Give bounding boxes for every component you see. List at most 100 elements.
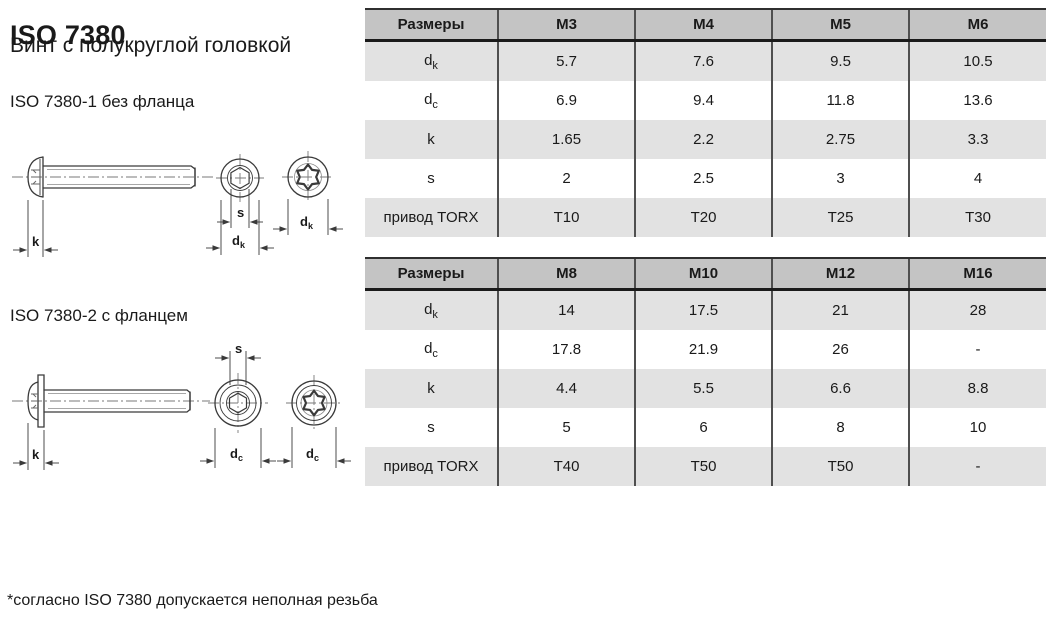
s-dim-label: s [237,205,244,220]
s-dim-label: s [235,341,242,356]
table-cell: T30 [908,198,1046,237]
page-title: ISO 7380 [10,20,126,51]
row-label: s [427,170,435,187]
table-cell: 17.8 [497,330,635,369]
dimensions-table-m3-m6: Размеры M3 M4 M5 M6 dk 5.7 7.6 9.5 10.5 dc 6.9 9.4 1… [365,8,1046,237]
table-cell: 9.4 [634,81,772,120]
screw-hex-socket-front-view: s d k [206,154,274,255]
table-cell: 10.5 [908,40,1046,81]
table-cell: T10 [497,198,635,237]
table-cell: 10 [908,408,1046,447]
table-cell: T25 [771,198,909,237]
table-cell: T40 [497,447,635,486]
table-row: k 1.65 2.2 2.75 3.3 [365,120,1046,159]
table-row: привод TORX T10 T20 T25 T30 [365,198,1046,237]
row-label: привод TORX [365,198,498,237]
table-cell: 11.8 [771,81,909,120]
table-cell: 7.6 [634,40,772,81]
table-header-cell: M12 [771,257,909,291]
table-cell: 6 [634,408,772,447]
row-label: k [365,369,498,408]
section-label-iso7380-1: ISO 7380-1 без фланца [10,92,195,111]
dc-dim-label-base: d [230,446,238,461]
table-cell: 17.5 [634,289,772,330]
table-cell: 5.5 [634,369,772,408]
table-header-cell: M16 [908,257,1046,291]
row-label: dk [365,40,498,81]
screw-hex-socket-front-view-flanged: s d c [200,341,276,468]
table-cell: 2.2 [634,120,772,159]
table-header-cell: Размеры [365,8,498,42]
dimension-dc: d c [277,427,351,468]
dimension-k: k [13,200,58,257]
k-dim-label: k [32,234,40,249]
table-cell: 9.5 [771,40,909,81]
dimension-dk: d k [206,200,274,255]
dimension-dc: d c [200,428,276,468]
dc-dim-label-base: d [306,446,314,461]
table-cell: 5 [497,408,635,447]
footnote: *согласно ISO 7380 допускается неполная … [7,592,378,609]
table-cell: 1.65 [497,120,635,159]
table-header-cell: M6 [908,8,1046,42]
table-row: dc 17.8 21.9 26- [365,330,1046,369]
dk-dim-label-sub: k [308,221,314,231]
table-cell: 8 [771,408,909,447]
table-cell: T50 [771,447,909,486]
table-row: dc 6.9 9.4 11.8 13.6 [365,81,1046,120]
table-row: k 4.4 5.5 6.6 8.8 [365,369,1046,408]
table-cell: 4 [908,159,1046,198]
technical-drawing-iso7380-1: k s d k [12,151,343,257]
table-header-cell: M8 [497,257,635,291]
table-header-cell: M4 [634,8,772,42]
dimension-k: k [13,423,59,470]
table-header-cell: M10 [634,257,772,291]
table-cell: 26 [771,330,909,369]
row-label: dc [424,339,438,360]
screw-torx-front-view-flanged: d c [277,375,351,468]
page-subtitle: Винт с полукруглой головкой [10,34,292,57]
table-cell: 28 [908,289,1046,330]
table: Размеры M8 M10 M12 M16 dk 14 17.5 21 28 dc 17.8 21.… [365,257,1046,486]
table-cell: - [908,330,1046,369]
table-cell: 21 [771,289,909,330]
dc-dim-label-sub: c [314,453,319,463]
section-label-iso7380-2: ISO 7380-2 с фланцем [10,306,188,325]
screw-side-view: k [12,156,213,257]
row-label: dc [424,90,438,111]
table-cell: 14 [497,289,635,330]
table-row: s 2 2.5 3 4 [365,159,1046,198]
table-row: dk 5.7 7.6 9.5 10.5 [365,40,1046,81]
table-cell: 2.5 [634,159,772,198]
table-cell: 4.4 [497,369,635,408]
table-cell: 13.6 [908,81,1046,120]
screw-side-view-flanged: k [12,374,210,470]
technical-drawing-iso7380-2: k s d c [12,341,351,470]
row-label: dk [365,289,498,330]
table-header-cell: M5 [771,8,909,42]
dimension-s: s [217,189,263,228]
table-header-cell: M3 [497,8,635,42]
dc-dim-label-sub: c [238,453,243,463]
dimensions-table-m8-m16: Размеры M8 M10 M12 M16 dk 14 17.5 21 28 dc 17.8 21.… [365,257,1046,486]
table-row: привод TORX T40 T50 T50- [365,447,1046,486]
table-cell: 2 [497,159,635,198]
table-cell: T20 [634,198,772,237]
table-cell: 6.6 [771,369,909,408]
row-label: s [427,419,435,436]
row-label: привод TORX [365,447,498,486]
table: Размеры M3 M4 M5 M6 dk 5.7 7.6 9.5 10.5 dc 6.9 9.4 1… [365,8,1046,237]
table-cell: 3.3 [908,120,1046,159]
table-header-row: Размеры M8 M10 M12 M16 [365,257,1046,291]
table-cell: 8.8 [908,369,1046,408]
table-cell: 2.75 [771,120,909,159]
dimension-dk: d k [273,199,343,235]
screw-torx-front-view: d k [273,151,343,235]
dk-dim-label-sub: k [240,240,246,250]
table-header-row: Размеры M3 M4 M5 M6 [365,8,1046,42]
k-dim-label: k [32,447,40,462]
table-cell: - [908,447,1046,486]
table-cell: 21.9 [634,330,772,369]
table-row: s 5 6 8 10 [365,408,1046,447]
